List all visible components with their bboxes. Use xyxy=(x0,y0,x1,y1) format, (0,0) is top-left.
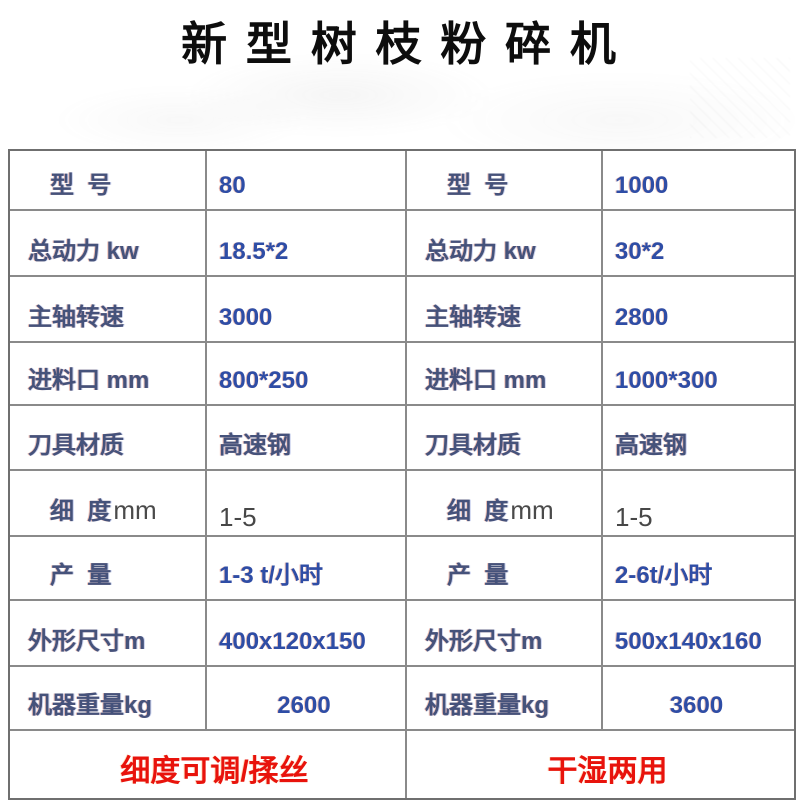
spec-value-fineness-right: 1-5 xyxy=(603,471,794,537)
spec-label-dimensions-right: 外形尺寸m xyxy=(407,601,603,667)
spec-value-power-right: 30*2 xyxy=(603,211,794,277)
spec-label-blade-left: 刀具材质 xyxy=(10,406,207,471)
spec-label-weight-left: 机器重量kg xyxy=(10,667,207,731)
spec-value-dimensions-right: 500x140x160 xyxy=(603,601,794,667)
spec-value-output-right: 2-6t/小时 xyxy=(603,537,794,601)
spec-label-speed-right: 主轴转速 xyxy=(407,277,603,343)
spec-label-dimensions-left: 外形尺寸m xyxy=(10,601,207,667)
spec-value-power-left: 18.5*2 xyxy=(207,211,407,277)
spec-label-inlet-left: 进料口 mm xyxy=(10,343,207,406)
spec-label-model-right: 型 号 xyxy=(407,151,603,211)
spec-value-inlet-right: 1000*300 xyxy=(603,343,794,406)
spec-value-speed-left: 3000 xyxy=(207,277,407,343)
spec-value-dimensions-left: 400x120x150 xyxy=(207,601,407,667)
fineness-unit: mm xyxy=(113,495,157,525)
fineness-unit: mm xyxy=(510,495,554,525)
spec-label-output-right: 产 量 xyxy=(407,537,603,601)
spec-label-fineness-left: 细 度 mm xyxy=(10,471,207,537)
spec-value-inlet-left: 800*250 xyxy=(207,343,407,406)
spec-label-output-left: 产 量 xyxy=(10,537,207,601)
spec-label-model-left: 型 号 xyxy=(10,151,207,211)
spec-value-weight-left: 2600 xyxy=(207,667,407,731)
spec-value-blade-left: 高速钢 xyxy=(207,406,407,471)
spec-label-fineness-right: 细 度 mm xyxy=(407,471,603,537)
spec-label-blade-right: 刀具材质 xyxy=(407,406,603,471)
spec-value-model-left: 80 xyxy=(207,151,407,211)
fineness-label-text: 细 度 xyxy=(447,498,509,525)
spec-label-power-right: 总动力 kw xyxy=(407,211,603,277)
spec-value-fineness-left: 1-5 xyxy=(207,471,407,537)
spec-table: 型 号 80 型 号 1000 总动力 kw 18.5*2 总动力 kw 30*… xyxy=(8,149,796,800)
spec-label-power-left: 总动力 kw xyxy=(10,211,207,277)
spec-label-inlet-right: 进料口 mm xyxy=(407,343,603,406)
spec-value-speed-right: 2800 xyxy=(603,277,794,343)
footer-feature-right: 干湿两用 xyxy=(547,755,668,788)
spec-label-weight-right: 机器重量kg xyxy=(407,667,603,731)
spec-value-model-right: 1000 xyxy=(603,151,794,211)
page-title: 新 型 树 枝 粉 碎 机 xyxy=(181,18,619,70)
fineness-label-text: 细 度 xyxy=(50,498,112,525)
spec-value-weight-right: 3600 xyxy=(603,667,794,731)
spec-value-output-left: 1-3 t/小时 xyxy=(207,537,407,601)
spec-label-speed-left: 主轴转速 xyxy=(10,277,207,343)
footer-feature-left: 细度可调/揉丝 xyxy=(10,731,407,798)
spec-value-blade-right: 高速钢 xyxy=(603,406,794,471)
